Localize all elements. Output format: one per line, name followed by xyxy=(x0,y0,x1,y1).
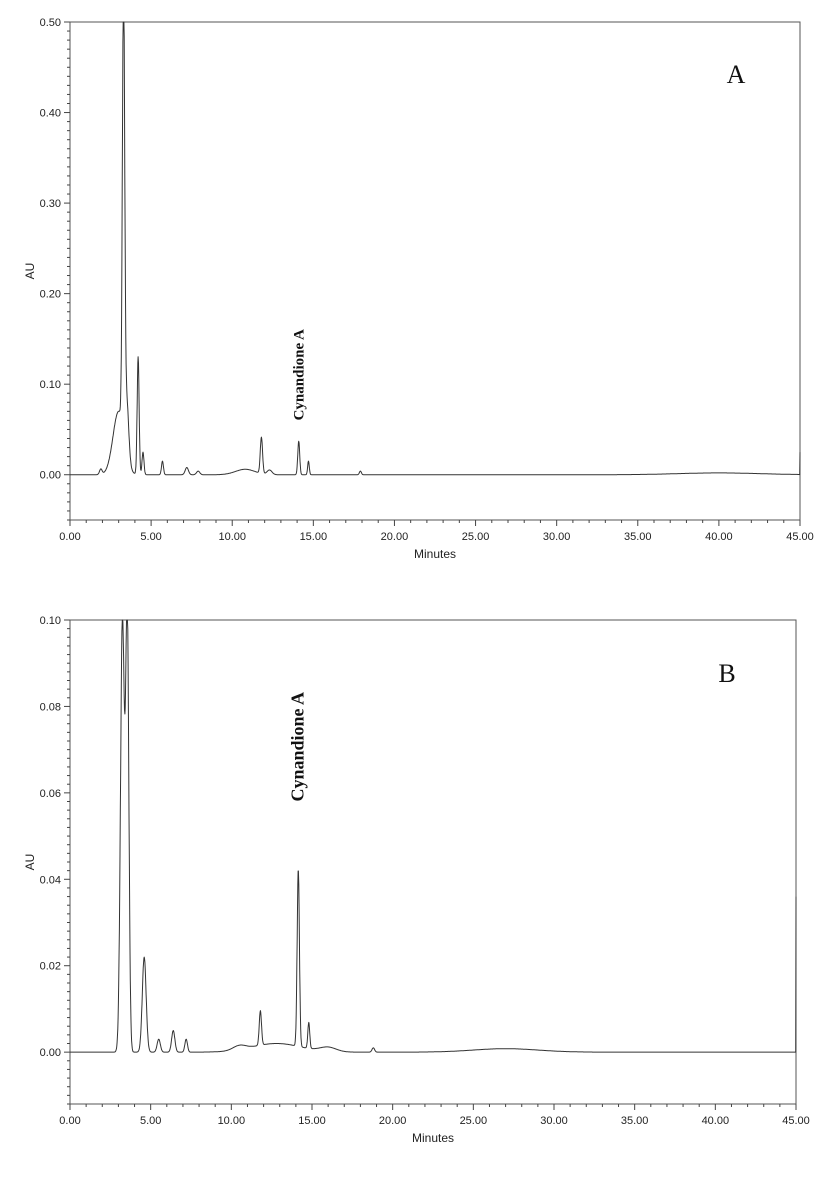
peak-annotation: Cynandione A xyxy=(287,692,307,802)
y-tick-label: 0.00 xyxy=(40,1047,61,1059)
x-tick-label: 45.00 xyxy=(786,531,814,543)
x-tick-label: 0.00 xyxy=(59,531,80,543)
x-tick-label: 40.00 xyxy=(702,1115,730,1127)
plot-frame xyxy=(69,21,801,521)
chromatogram-trace xyxy=(69,619,797,1053)
chromatogram-trace xyxy=(69,21,801,476)
y-axis-title: AU xyxy=(23,854,37,871)
x-tick-label: 20.00 xyxy=(381,531,409,543)
x-tick-label: 25.00 xyxy=(462,531,490,543)
y-tick-label: 0.02 xyxy=(40,961,61,973)
peak-annotation: Cynandione A xyxy=(292,329,308,420)
y-tick-label: 0.08 xyxy=(40,701,61,713)
y-tick-label: 0.50 xyxy=(40,17,61,29)
chromatogram-panel-a: 0.00 5.00 10.00 15.00 20.00 25.00 30.00 35.00 40… xyxy=(23,17,814,561)
y-tick-label: 0.00 xyxy=(40,470,61,482)
x-tick-label: 45.00 xyxy=(782,1115,810,1127)
y-tick-label: 0.30 xyxy=(40,198,61,210)
y-tick-label: 0.04 xyxy=(40,874,61,886)
panel-label: A xyxy=(727,60,746,89)
x-tick-label: 0.00 xyxy=(59,1115,80,1127)
x-tick-label: 30.00 xyxy=(543,531,571,543)
x-tick-label: 40.00 xyxy=(705,531,733,543)
chromatogram-panel-b: 0.00 5.00 10.00 15.00 20.00 25.00 30.00 35.00 40… xyxy=(23,615,810,1145)
x-tick-label: 25.00 xyxy=(460,1115,488,1127)
y-tick-label: 0.06 xyxy=(40,788,61,800)
x-axis-title: Minutes xyxy=(414,547,456,561)
y-tick-label: 0.10 xyxy=(40,379,61,391)
x-tick-label: 5.00 xyxy=(140,531,161,543)
x-tick-label: 10.00 xyxy=(218,1115,246,1127)
x-tick-label: 35.00 xyxy=(624,531,652,543)
y-tick-label: 0.40 xyxy=(40,108,61,120)
y-tick-label: 0.20 xyxy=(40,289,61,301)
x-tick-label: 30.00 xyxy=(540,1115,568,1127)
y-axis-title: AU xyxy=(23,263,37,280)
x-axis-title: Minutes xyxy=(412,1131,454,1145)
plot-frame xyxy=(69,619,797,1105)
x-tick-label: 5.00 xyxy=(140,1115,161,1127)
panel-label: B xyxy=(718,659,735,688)
x-tick-label: 15.00 xyxy=(300,531,328,543)
y-tick-label: 0.10 xyxy=(40,615,61,627)
x-tick-label: 10.00 xyxy=(218,531,246,543)
x-tick-label: 15.00 xyxy=(298,1115,326,1127)
x-tick-label: 35.00 xyxy=(621,1115,649,1127)
x-tick-label: 20.00 xyxy=(379,1115,407,1127)
